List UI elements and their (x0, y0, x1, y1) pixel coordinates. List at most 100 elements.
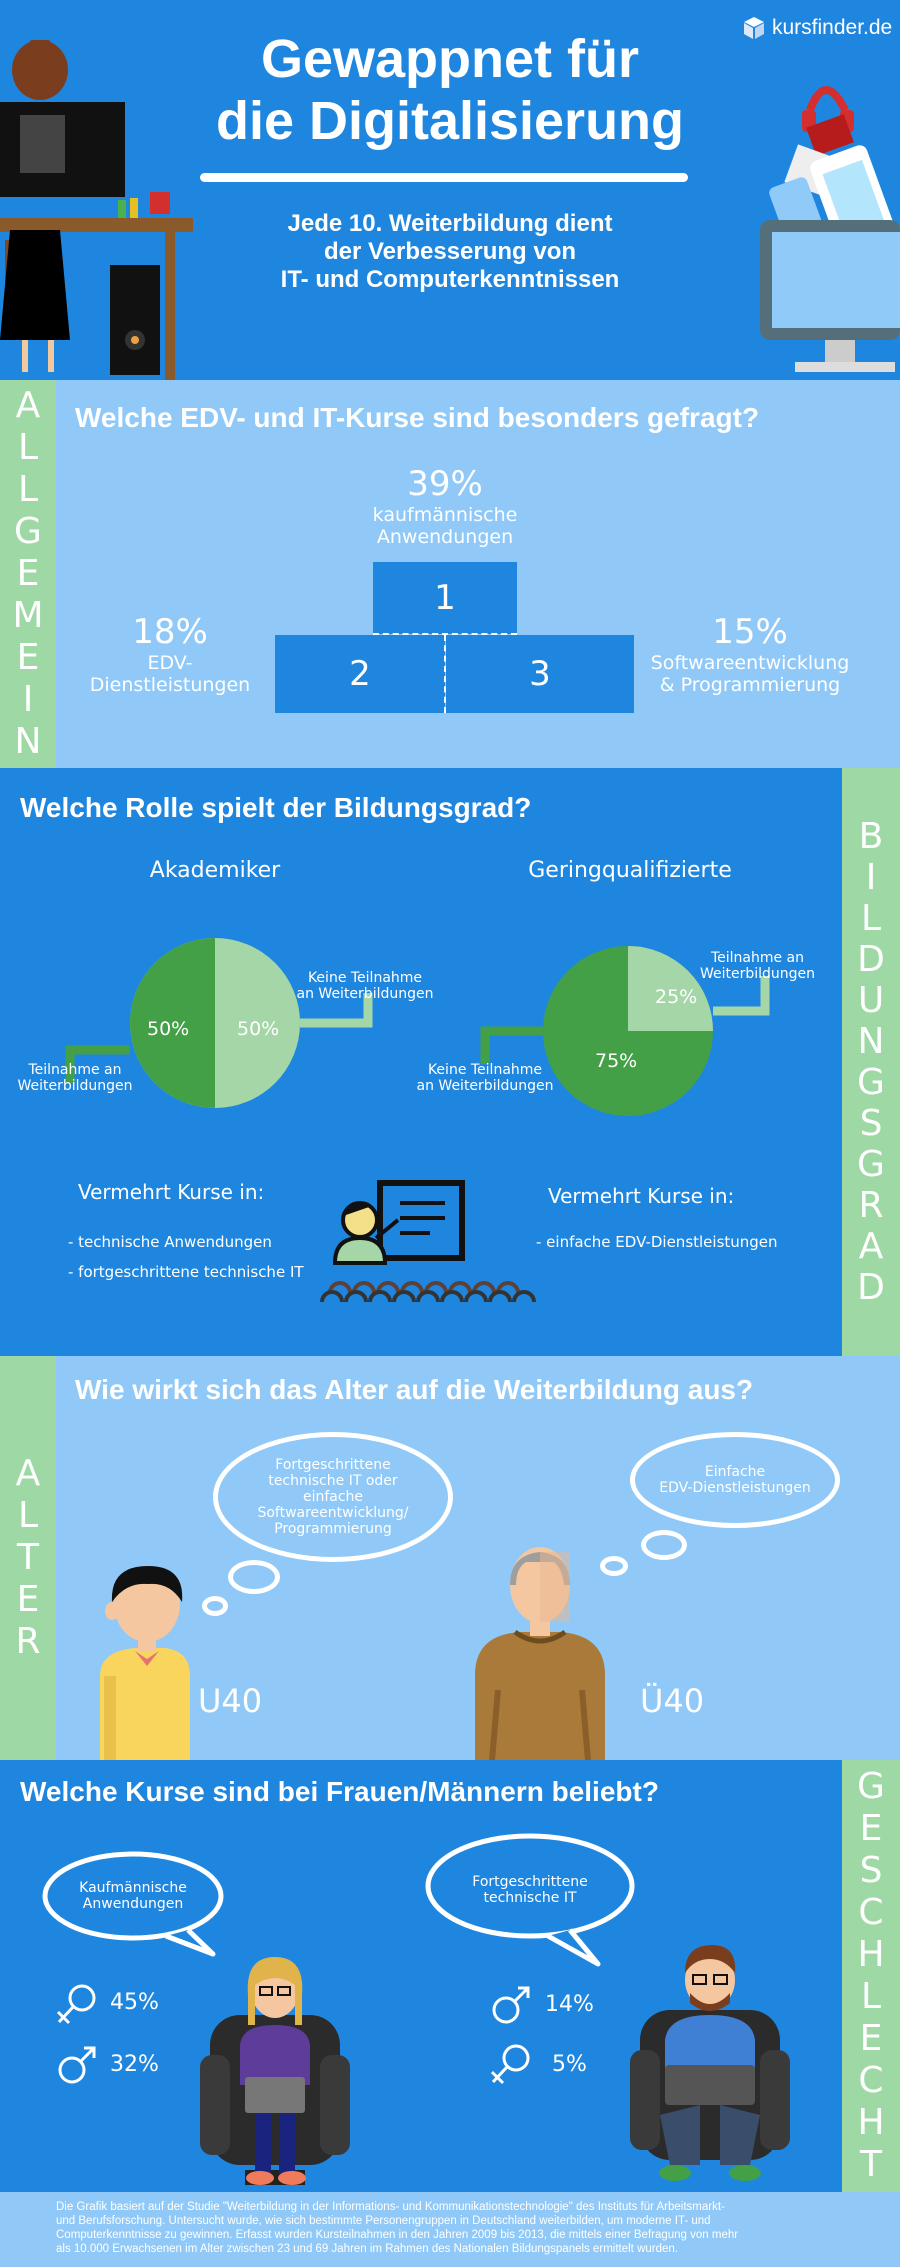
women-speech-bubble (42, 1851, 224, 1957)
strip-letter: L (17, 1495, 39, 1536)
right-female-pct: 5% (552, 2052, 587, 2077)
second-place-stats: 18% EDV- Dienstleistungen (65, 612, 275, 696)
left-female-pct: 45% (110, 1990, 159, 2015)
strip-letter: U (857, 980, 885, 1021)
alter-title: Wie wirkt sich das Alter auf die Weiterb… (75, 1374, 754, 1405)
gering-small-pct: 25% (655, 986, 698, 1008)
footer-section: Die Grafik basiert auf der Studie "Weite… (0, 2192, 900, 2267)
bubble-line: EDV-Dienstleistungen (659, 1480, 811, 1496)
strip-letter: G (857, 1766, 885, 1807)
podium-divider-h (373, 633, 517, 635)
strip-letter: B (858, 816, 884, 857)
second-place-label-1: EDV- (147, 652, 193, 674)
strip-letter: H (857, 1934, 885, 1975)
bubble-line: Fortgeschrittene (472, 1874, 588, 1890)
strip-letter: E (859, 2018, 883, 2059)
title-line-1: Gewappnet für (260, 29, 640, 89)
female-symbol-icon (490, 2044, 530, 2085)
gering-right-label: Teilnahme an Weiterbildungen (690, 950, 825, 982)
old-small-bubble (641, 1530, 687, 1560)
strip-letter: D (857, 1267, 885, 1308)
strip-letter: C (858, 2060, 884, 2101)
subtitle-line-1: Jede 10. Weiterbildung dient (287, 210, 613, 237)
strip-letter: I (865, 857, 877, 898)
bubble-line: technische IT (483, 1890, 577, 1906)
second-place-pct: 18% (132, 612, 208, 652)
strip-letter: L (860, 1976, 882, 2017)
podium-third: 3 (446, 635, 634, 713)
male-symbol-icon (492, 1986, 530, 2024)
strip-letter: T (860, 2144, 882, 2185)
strip-letter: R (15, 1621, 41, 1662)
third-place-label-1: Softwareentwicklung (650, 652, 850, 674)
female-symbol-icon (56, 1984, 96, 2025)
bubble-line: einfache (302, 1489, 364, 1505)
allgemein-title: Welche EDV- und IT-Kurse sind besonders … (75, 402, 760, 433)
young-person-illustration (100, 1566, 190, 1760)
akademiker-left-pct: 50% (147, 1018, 190, 1040)
strip-letter: L (17, 469, 39, 510)
devices-illustration (760, 86, 900, 372)
strip-letter: L (860, 898, 882, 939)
first-place-label-2: Anwendungen (376, 526, 514, 548)
page-title: Gewappnet für die Digitalisierung (150, 28, 750, 152)
allgemein-strip: A L L G E M E I N (0, 380, 56, 768)
strip-letter: R (858, 1185, 884, 1226)
akademiker-course-item: - technische Anwendungen (68, 1233, 272, 1251)
strip-letter: D (857, 939, 885, 980)
strip-letter: N (857, 1021, 885, 1062)
akademiker-left-label: Teilnahme an Weiterbildungen (5, 1062, 145, 1094)
gering-pie-chart (480, 946, 770, 1116)
third-place-pct: 15% (712, 612, 788, 652)
gering-heading: Geringqualifizierte (528, 858, 732, 883)
subtitle-line-2: der Verbesserung von (323, 238, 577, 265)
footer-line: und Berufsforschung. Untersucht wurde, w… (56, 2215, 711, 2227)
old-label: Ü40 (640, 1682, 705, 1720)
label-line: an Weiterbildungen (296, 986, 434, 1002)
first-place-label-1: kaufmännische (372, 504, 518, 526)
strip-letter: E (859, 1808, 883, 1849)
second-place-label-2: Dienstleistungen (89, 674, 251, 696)
strip-letter: A (15, 1453, 41, 1494)
man-illustration (630, 1945, 790, 2181)
title-underline (200, 173, 688, 182)
akademiker-course-item: - fortgeschrittene technische IT (68, 1263, 304, 1281)
strip-letter: S (859, 1850, 883, 1891)
label-line: Keine Teilnahme (307, 970, 423, 986)
right-male-pct: 14% (545, 1992, 594, 2017)
bubble-line: Einfache (704, 1464, 766, 1480)
brand-logo[interactable]: kursfinder.de (742, 15, 892, 41)
bubble-line: Softwareentwicklung/ (257, 1505, 409, 1521)
young-label: U40 (198, 1682, 263, 1720)
strip-letter: M (12, 595, 44, 636)
first-place-stats: 39% kaufmännische Anwendungen (340, 464, 550, 548)
alter-section: A L T E R Wie wirkt sich das Alter auf d… (0, 1356, 900, 1760)
strip-letter: E (16, 553, 40, 594)
women-bubble-text: Kaufmännische Anwendungen (53, 1880, 213, 1912)
strip-letter: A (15, 385, 41, 426)
subtitle-line-3: IT- und Computerkenntnissen (280, 266, 620, 293)
strip-letter: C (858, 1892, 884, 1933)
footer-line: als 10.000 Erwachsenen im Alter zwischen… (56, 2243, 678, 2255)
strip-letter: G (857, 1144, 885, 1185)
young-thought-bubble: Fortgeschrittene technische IT oder einf… (213, 1432, 453, 1562)
akademiker-heading: Akademiker (149, 858, 281, 883)
first-place-pct: 39% (407, 464, 483, 504)
footer-source-text: Die Grafik basiert auf der Studie "Weite… (56, 2200, 876, 2256)
header-section: Gewappnet für die Digitalisierung Jede 1… (0, 0, 900, 380)
left-male-pct: 32% (110, 2052, 159, 2077)
gering-more-heading: Vermehrt Kurse in: (548, 1184, 735, 1208)
bubble-line: Fortgeschrittene (275, 1457, 391, 1473)
label-line: an Weiterbildungen (416, 1078, 554, 1094)
label-line: Keine Teilnahme (427, 1062, 543, 1078)
podium-second: 2 (275, 635, 445, 713)
men-bubble-text: Fortgeschrittene technische IT (440, 1874, 620, 1906)
label-line: Weiterbildungen (699, 966, 816, 982)
men-speech-bubble (425, 1833, 635, 1967)
bubble-line: Programmierung (274, 1521, 392, 1537)
strip-letter: S (859, 1103, 883, 1144)
gering-course-item: - einfache EDV-Dienstleistungen (536, 1233, 778, 1251)
desk-illustration (0, 40, 193, 380)
alter-strip: A L T E R (0, 1356, 56, 1760)
old-person-illustration (475, 1547, 605, 1760)
